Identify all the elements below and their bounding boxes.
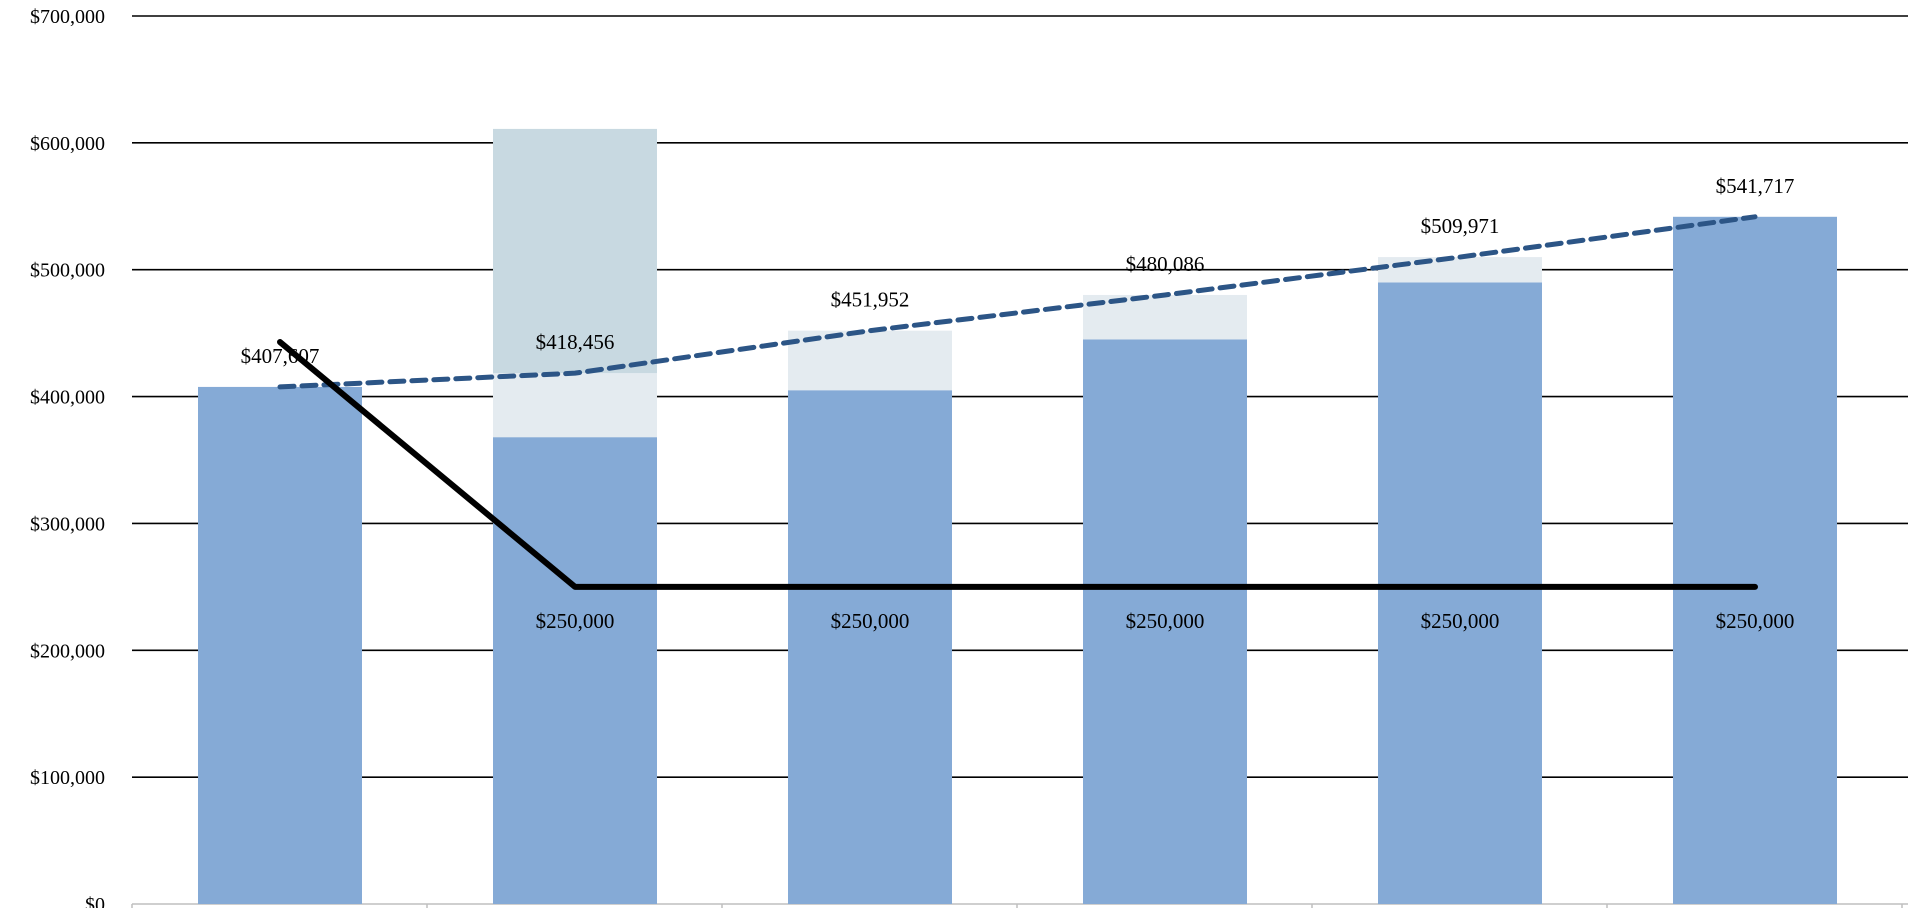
lines-layer	[277, 214, 1758, 590]
labels-layer: $407,607 $418,456 $451,952 $480,086 $509,971…	[241, 174, 1795, 633]
data-label: $451,952	[831, 288, 910, 312]
bar-segment-middle	[493, 373, 657, 438]
data-label: $250,000	[1421, 609, 1500, 633]
y-tick-label: $300,000	[30, 513, 105, 535]
bar-segment-base	[1673, 216, 1837, 905]
bars-layer	[198, 128, 1837, 905]
bar-segment-middle	[1083, 294, 1247, 340]
bar-segment-middle	[1378, 257, 1542, 283]
bar-segment-base	[788, 390, 952, 904]
dashed-series-line	[277, 214, 1758, 390]
bar-segment-base	[198, 386, 362, 905]
y-tick-label: $400,000	[30, 387, 105, 409]
bar-segment-base	[1083, 339, 1247, 904]
data-label: $509,971	[1421, 214, 1500, 238]
bar-segment-base	[493, 437, 657, 904]
y-tick-label: $500,000	[30, 260, 105, 282]
data-label: $418,456	[536, 330, 615, 354]
grid-layer: $0 $100,000 $200,000 $300,000 $400,000 $500,0…	[30, 6, 1908, 908]
data-label: $250,000	[1716, 609, 1795, 633]
solid-series-line	[277, 339, 1758, 590]
data-label: $541,717	[1716, 174, 1795, 198]
data-label: $480,086	[1126, 252, 1205, 276]
y-tick-label: $100,000	[30, 767, 105, 789]
y-tick-label: $0	[85, 894, 105, 908]
y-tick-label: $600,000	[30, 133, 105, 155]
data-label: $250,000	[831, 609, 910, 633]
data-label: $407,607	[241, 344, 320, 368]
bar-segment-base	[1378, 282, 1542, 904]
y-tick-label: $700,000	[30, 6, 105, 28]
data-label: $250,000	[1126, 609, 1205, 633]
data-label: $250,000	[536, 609, 615, 633]
y-tick-label: $200,000	[30, 640, 105, 662]
bar-segment-top	[493, 128, 657, 374]
